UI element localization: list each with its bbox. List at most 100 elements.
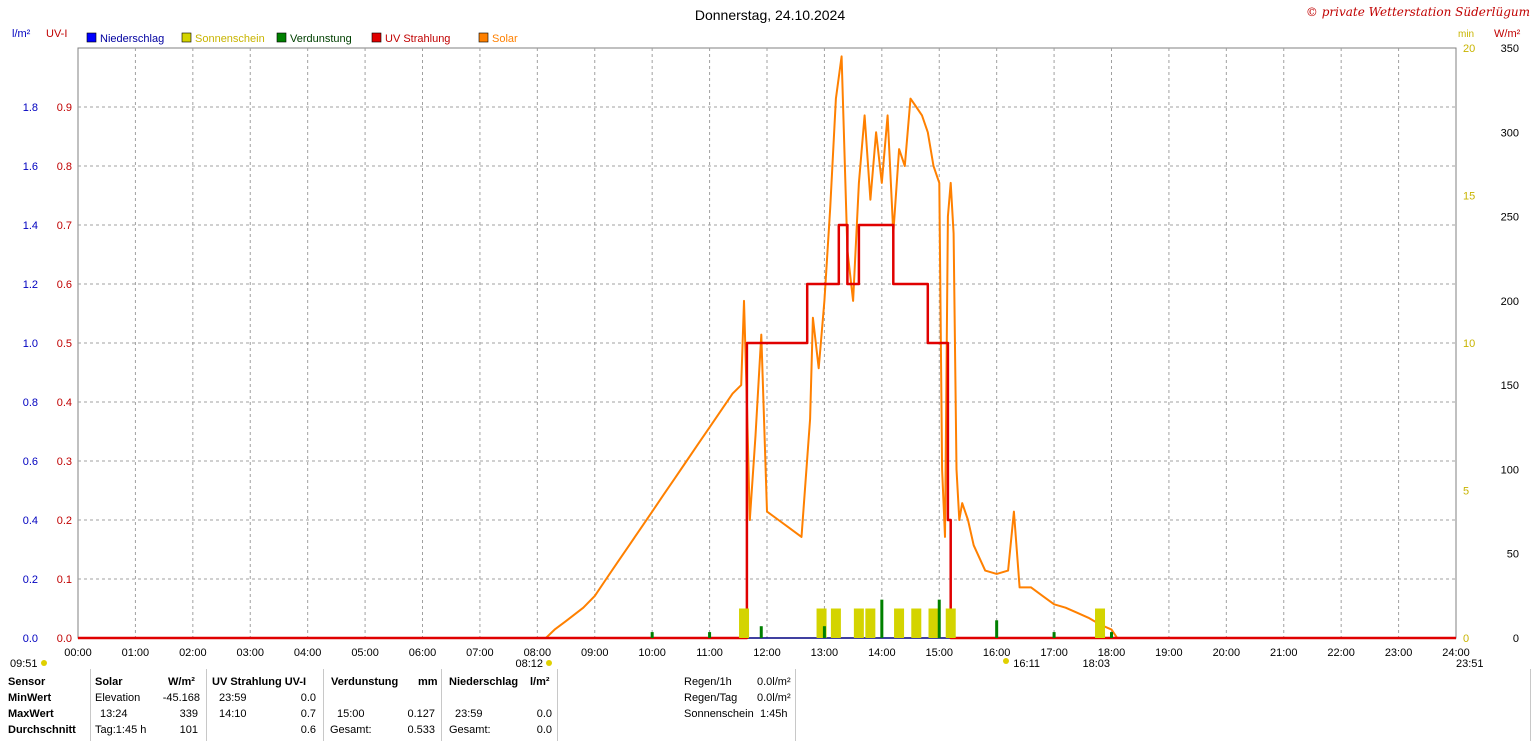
x-tick-label: 15:00 <box>925 647 953 659</box>
verd-max-time: 15:00 <box>337 708 365 720</box>
extra-value: 1:45h <box>760 708 788 720</box>
legend-label: Sonnenschein <box>195 33 265 45</box>
bar-verdunstung <box>995 620 999 638</box>
sun-time-annotation: 16:11 <box>1013 658 1040 669</box>
weather-chart: Donnerstag, 24.10.2024 © private Wetters… <box>10 5 1530 669</box>
y-tick-label-uv: 0.1 <box>57 574 72 586</box>
sun-time-annotation: 23:51 <box>1456 658 1484 669</box>
line-solar <box>545 55 1119 639</box>
y-tick-label-precip: 0.0 <box>23 633 38 645</box>
y-tick-label-solar: 200 <box>1501 296 1519 308</box>
solar-avg-value: 101 <box>179 724 198 736</box>
series-marks <box>78 55 1456 640</box>
x-tick-label: 06:00 <box>409 647 437 659</box>
divider <box>1530 669 1531 741</box>
x-tick-label: 17:00 <box>1040 647 1068 659</box>
bar-sonnenschein <box>830 608 841 638</box>
x-tick-label: 13:00 <box>811 647 839 659</box>
y-tick-label-sun: 0 <box>1463 633 1469 645</box>
y-tick-label-uv: 0.4 <box>57 397 72 409</box>
sun-marker-icon <box>41 660 47 666</box>
legend: Niederschlag Sonnenschein Verdunstung UV St… <box>86 32 518 45</box>
y-tick-label-precip: 1.8 <box>23 102 38 114</box>
x-tick-label: 21:00 <box>1270 647 1298 659</box>
header-uv: UV Strahlung UV-I <box>212 676 307 688</box>
header-solar-unit: W/m² <box>168 676 195 688</box>
x-tick-label: 01:00 <box>122 647 150 659</box>
y-tick-label-precip: 1.2 <box>23 279 38 291</box>
y-tick-label-uv: 0.7 <box>57 220 72 232</box>
uv-min-value: 0.0 <box>300 692 316 704</box>
sun-time-annotation: 18:03 <box>1082 658 1110 669</box>
x-tick-label: 00:00 <box>64 647 92 659</box>
legend-label: UV Strahlung <box>385 33 450 45</box>
legend-label: Solar <box>492 33 518 45</box>
divider <box>90 669 91 741</box>
header-niederschlag: Niederschlag <box>449 676 519 688</box>
bar-sonnenschein <box>1095 608 1106 638</box>
bar-sonnenschein <box>865 608 876 638</box>
verd-max-value: 0.127 <box>407 708 435 720</box>
x-tick-label: 08:00 <box>524 647 552 659</box>
solar-min-value: -45.168 <box>162 692 200 704</box>
sun-time-annotation: 08:12 <box>515 658 543 669</box>
sun-marker-icon <box>546 660 552 666</box>
y-tick-label-precip: 1.4 <box>23 220 38 232</box>
uv-min-time: 23:59 <box>219 692 247 704</box>
bar-sonnenschein <box>816 608 827 638</box>
extra-label: Regen/Tag <box>684 692 738 704</box>
divider <box>441 669 442 741</box>
y-tick-label-solar: 150 <box>1501 380 1519 392</box>
x-tick-label: 24:00 <box>1442 647 1470 659</box>
x-tick-label: 22:00 <box>1327 647 1355 659</box>
nied-max-value: 0.0 <box>536 708 552 720</box>
x-tick-label: 02:00 <box>179 647 207 659</box>
y-tick-label-uv: 0.0 <box>57 633 72 645</box>
bar-sonnenschein <box>911 608 922 638</box>
bar-verdunstung <box>650 632 654 638</box>
legend-swatch <box>371 32 382 43</box>
x-tick-label: 23:00 <box>1385 647 1413 659</box>
y-tick-label-uv: 0.8 <box>57 161 72 173</box>
grid <box>77 47 1457 639</box>
uv-max-time: 14:10 <box>219 708 247 720</box>
x-tick-label: 12:00 <box>753 647 781 659</box>
y-tick-label-precip: 0.2 <box>23 574 38 586</box>
bar-sonnenschein <box>894 608 905 638</box>
legend-swatch <box>276 32 287 43</box>
x-tick-label: 07:00 <box>466 647 494 659</box>
x-tick-label: 18:00 <box>1098 647 1126 659</box>
y-tick-label-uv: 0.2 <box>57 515 72 527</box>
bar-verdunstung <box>1052 632 1056 638</box>
bar-verdunstung <box>1110 632 1113 638</box>
y-tick-label-sun: 5 <box>1463 486 1469 498</box>
nied-max-time: 23:59 <box>455 708 483 720</box>
y-tick-label-solar: 100 <box>1501 464 1519 476</box>
y-tick-label-precip: 1.6 <box>23 161 38 173</box>
header-solar: Solar <box>95 676 123 688</box>
legend-label: Niederschlag <box>100 33 164 45</box>
x-tick-label: 14:00 <box>868 647 896 659</box>
x-tick-label: 09:00 <box>581 647 609 659</box>
x-tick-label: 20:00 <box>1213 647 1241 659</box>
bar-sonnenschein <box>739 608 750 638</box>
bar-sonnenschein <box>945 608 956 638</box>
station-credit: © private Wetterstation Süderlügum <box>1306 5 1530 19</box>
x-tick-label: 05:00 <box>351 647 379 659</box>
legend-swatch <box>181 32 192 43</box>
y-tick-label-solar: 0 <box>1513 633 1519 645</box>
x-tick-label: 10:00 <box>638 647 666 659</box>
legend-label: Verdunstung <box>290 33 352 45</box>
legend-swatch <box>86 32 97 43</box>
y-tick-label-sun: 15 <box>1463 191 1475 203</box>
extra-label: Sonnenschein <box>684 708 754 720</box>
axes: 00:00 01:00 02:00 03:00 04:00 05:00 06:00 07:00… <box>10 28 1521 669</box>
verd-total-label: Gesamt: <box>330 724 372 736</box>
y-axis-unit-precip: l/m² <box>12 28 31 40</box>
legend-swatch <box>478 32 489 43</box>
solar-max-time: 13:24 <box>100 708 128 720</box>
header-verdunstung-unit: mm <box>418 676 438 688</box>
y-tick-label-sun: 20 <box>1463 43 1475 55</box>
nied-total-label: Gesamt: <box>449 724 491 736</box>
bar-verdunstung <box>759 626 763 638</box>
